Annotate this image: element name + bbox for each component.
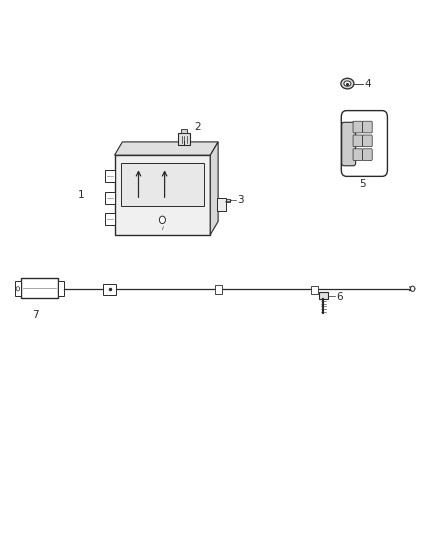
FancyBboxPatch shape bbox=[103, 284, 116, 295]
FancyBboxPatch shape bbox=[341, 111, 388, 176]
Ellipse shape bbox=[341, 78, 354, 89]
FancyBboxPatch shape bbox=[217, 198, 226, 211]
FancyBboxPatch shape bbox=[105, 192, 115, 204]
Text: 6: 6 bbox=[336, 292, 343, 302]
FancyBboxPatch shape bbox=[226, 199, 230, 202]
FancyBboxPatch shape bbox=[363, 149, 372, 160]
FancyBboxPatch shape bbox=[105, 170, 115, 182]
Circle shape bbox=[410, 286, 415, 292]
FancyBboxPatch shape bbox=[21, 278, 58, 298]
Text: 4: 4 bbox=[365, 78, 371, 88]
Polygon shape bbox=[210, 142, 218, 235]
FancyBboxPatch shape bbox=[363, 135, 372, 147]
FancyBboxPatch shape bbox=[15, 281, 21, 296]
Polygon shape bbox=[115, 142, 218, 155]
FancyBboxPatch shape bbox=[115, 155, 210, 235]
FancyBboxPatch shape bbox=[319, 293, 328, 300]
Text: 3: 3 bbox=[237, 195, 244, 205]
Circle shape bbox=[159, 216, 166, 223]
Text: 2: 2 bbox=[194, 122, 200, 132]
FancyBboxPatch shape bbox=[121, 163, 204, 206]
Text: i: i bbox=[162, 226, 163, 231]
FancyBboxPatch shape bbox=[353, 149, 363, 160]
FancyBboxPatch shape bbox=[105, 214, 115, 225]
Text: 5: 5 bbox=[359, 179, 366, 189]
FancyBboxPatch shape bbox=[181, 129, 187, 133]
Text: 1: 1 bbox=[78, 190, 84, 200]
FancyBboxPatch shape bbox=[363, 121, 372, 133]
FancyBboxPatch shape bbox=[215, 285, 222, 294]
FancyBboxPatch shape bbox=[353, 121, 363, 133]
FancyBboxPatch shape bbox=[178, 133, 190, 145]
Text: 7: 7 bbox=[32, 310, 39, 320]
Ellipse shape bbox=[344, 81, 351, 86]
FancyBboxPatch shape bbox=[353, 135, 363, 147]
FancyBboxPatch shape bbox=[311, 286, 318, 294]
FancyBboxPatch shape bbox=[342, 122, 356, 166]
FancyBboxPatch shape bbox=[58, 281, 64, 296]
Circle shape bbox=[16, 287, 20, 291]
